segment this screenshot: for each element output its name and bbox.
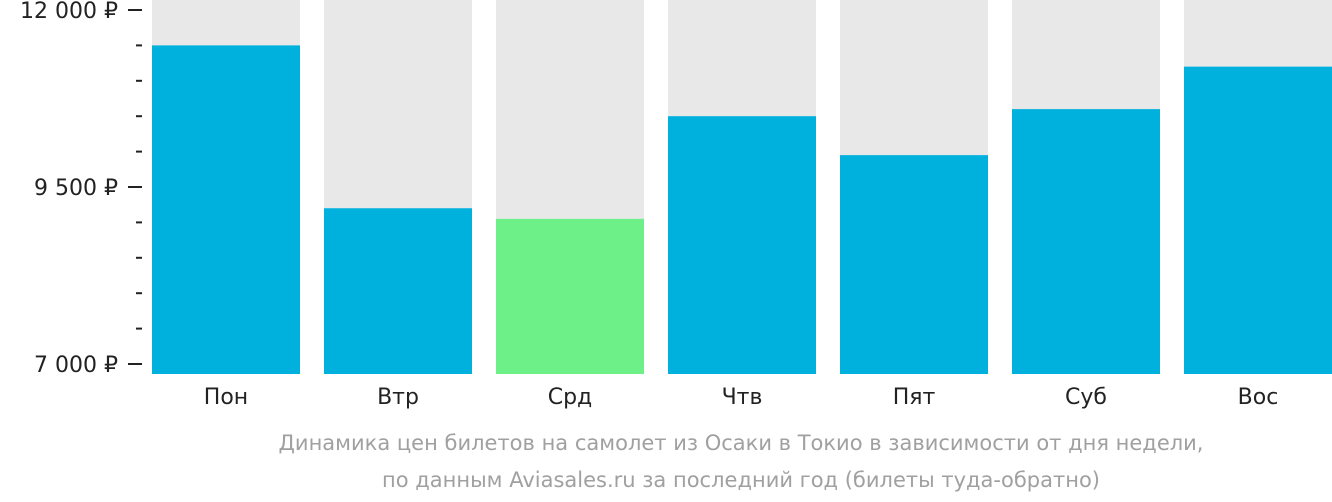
bar	[1012, 109, 1160, 375]
x-tick-label: Чтв	[722, 385, 763, 410]
x-tick-label: Срд	[548, 385, 593, 410]
x-tick-label: Вос	[1238, 385, 1279, 410]
bar	[840, 155, 988, 374]
chart-caption-line-1: Динамика цен билетов на самолет из Осаки…	[278, 431, 1204, 455]
y-tick-label: 7 000 ₽	[34, 353, 118, 378]
bar	[1184, 66, 1332, 374]
bar	[324, 208, 472, 374]
x-tick-label: Суб	[1065, 385, 1107, 410]
bar	[668, 116, 816, 374]
y-tick-label: 12 000 ₽	[20, 0, 118, 24]
x-tick-label: Пят	[893, 385, 936, 410]
bar	[496, 218, 644, 374]
y-tick-label: 9 500 ₽	[34, 176, 118, 201]
bar	[152, 45, 300, 375]
x-tick-label: Пон	[204, 385, 248, 410]
chart-caption-line-2: по данным Aviasales.ru за последний год …	[382, 468, 1100, 492]
x-tick-label: Втр	[377, 385, 419, 410]
bar-chart-svg: Пон Втр Срд Чтв Пят Суб Вос 12 000 ₽ 9 500 ₽ 7 00…	[20, 0, 1332, 410]
